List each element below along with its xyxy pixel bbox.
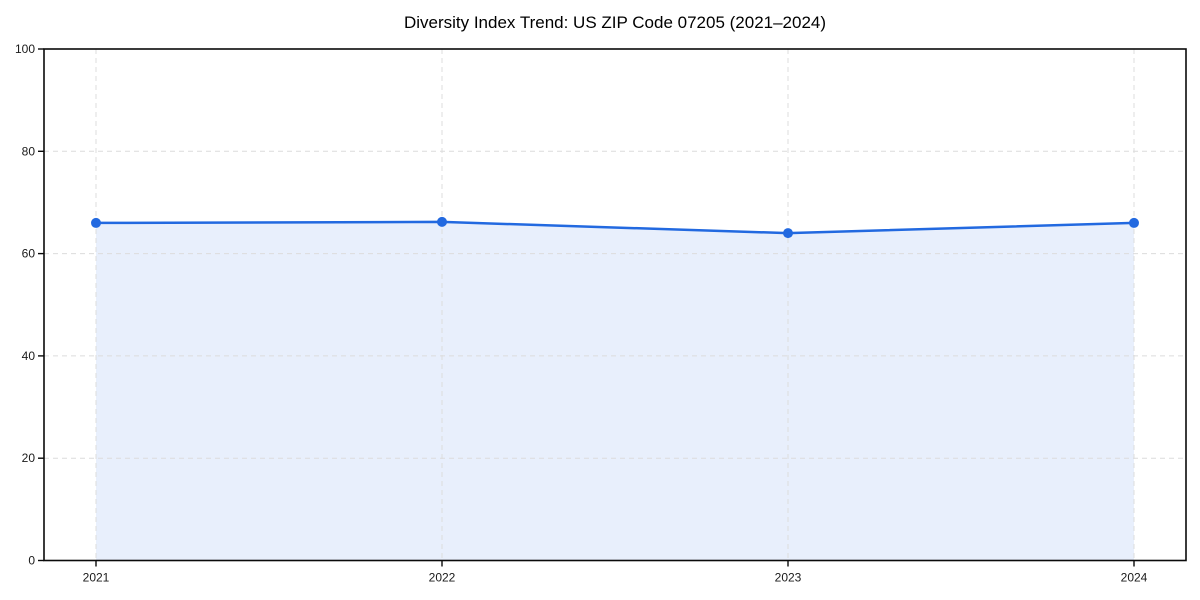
y-tick-label-80: 80 (22, 144, 36, 158)
x-tick-label-2023: 2023 (775, 571, 802, 585)
x-tick-label-2024: 2024 (1121, 571, 1148, 585)
data-point-2024 (1129, 217, 1139, 228)
x-tick-label-2022: 2022 (429, 571, 456, 585)
y-tick-label-20: 20 (22, 451, 36, 465)
area-fill (96, 221, 1134, 561)
x-tick-label-2021: 2021 (83, 571, 110, 585)
data-point-2022 (437, 216, 447, 227)
axis-frame (43, 48, 1187, 562)
chart-title: Diversity Index Trend: US ZIP Code 07205… (403, 13, 827, 32)
y-tick-label-100: 100 (15, 42, 35, 56)
data-point-2023 (783, 228, 793, 239)
data-point-2021 (91, 217, 101, 228)
y-tick-label-60: 60 (22, 247, 36, 261)
trend-line (94, 220, 1136, 235)
y-tick-label-40: 40 (22, 349, 36, 363)
y-tick-label-0: 0 (28, 554, 35, 568)
